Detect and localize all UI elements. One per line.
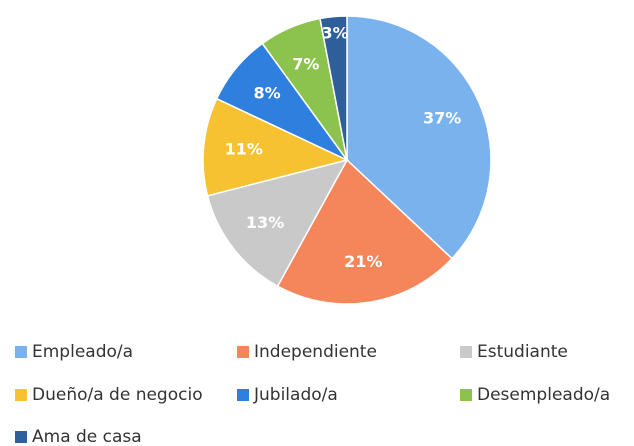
- pie-slice: [319, 15, 348, 161]
- legend-swatch: [460, 346, 472, 358]
- data-label: 37%: [423, 108, 461, 127]
- legend-label: Jubilado/a: [253, 385, 338, 405]
- legend-swatch: [460, 389, 472, 401]
- legend-swatch: [15, 346, 27, 358]
- data-label: 3%: [321, 23, 348, 42]
- legend-swatch: [237, 389, 249, 401]
- legend-swatch: [15, 389, 27, 401]
- legend-swatch: [15, 431, 27, 443]
- legend-label: Desempleado/a: [477, 385, 610, 405]
- data-label: 13%: [246, 213, 284, 232]
- legend-label: Independiente: [254, 342, 377, 362]
- data-label: 21%: [344, 252, 382, 271]
- legend-label: Dueño/a de negocio: [32, 385, 203, 405]
- legend-swatch: [237, 346, 249, 358]
- data-label: 11%: [225, 140, 263, 159]
- pie-slice: [206, 158, 349, 288]
- legend-label: Ama de casa: [32, 427, 142, 446]
- pie-slice: [346, 15, 492, 260]
- data-label: 8%: [254, 83, 281, 102]
- legend-label: Estudiante: [477, 342, 568, 362]
- legend-label: Empleado/a: [32, 342, 133, 362]
- pie-slice: [202, 97, 350, 197]
- data-label: 7%: [292, 54, 319, 73]
- pie-slice: [276, 158, 454, 305]
